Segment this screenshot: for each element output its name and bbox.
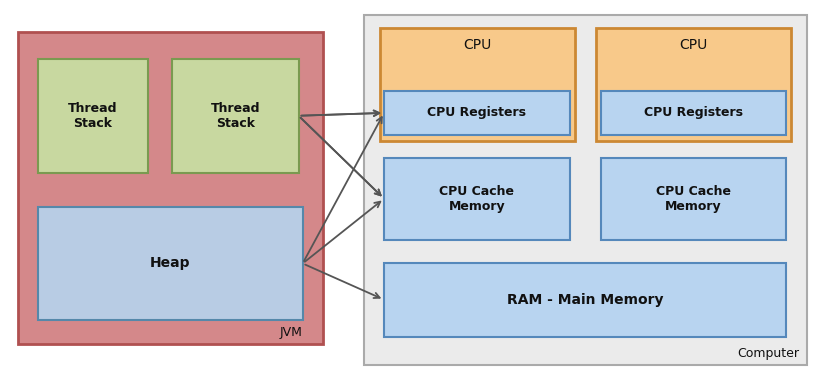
Text: RAM - Main Memory: RAM - Main Memory	[507, 293, 663, 307]
Text: Thread
Stack: Thread Stack	[211, 102, 261, 130]
Text: CPU Cache
Memory: CPU Cache Memory	[656, 185, 731, 213]
Text: CPU Registers: CPU Registers	[427, 106, 526, 119]
FancyBboxPatch shape	[384, 263, 786, 337]
FancyBboxPatch shape	[18, 32, 323, 344]
Text: CPU Cache
Memory: CPU Cache Memory	[440, 185, 515, 213]
FancyBboxPatch shape	[384, 158, 569, 240]
FancyBboxPatch shape	[364, 15, 807, 366]
FancyBboxPatch shape	[380, 28, 575, 141]
Text: CPU Registers: CPU Registers	[644, 106, 743, 119]
FancyBboxPatch shape	[600, 91, 786, 135]
FancyBboxPatch shape	[38, 59, 148, 173]
Text: CPU: CPU	[680, 38, 708, 51]
FancyBboxPatch shape	[384, 91, 569, 135]
Text: Computer: Computer	[737, 347, 799, 360]
FancyBboxPatch shape	[172, 59, 298, 173]
Text: JVM: JVM	[279, 326, 302, 339]
Text: Heap: Heap	[150, 257, 190, 270]
Text: Thread
Stack: Thread Stack	[69, 102, 118, 130]
Text: CPU: CPU	[463, 38, 492, 51]
FancyBboxPatch shape	[596, 28, 791, 141]
FancyBboxPatch shape	[600, 158, 786, 240]
FancyBboxPatch shape	[38, 207, 302, 320]
